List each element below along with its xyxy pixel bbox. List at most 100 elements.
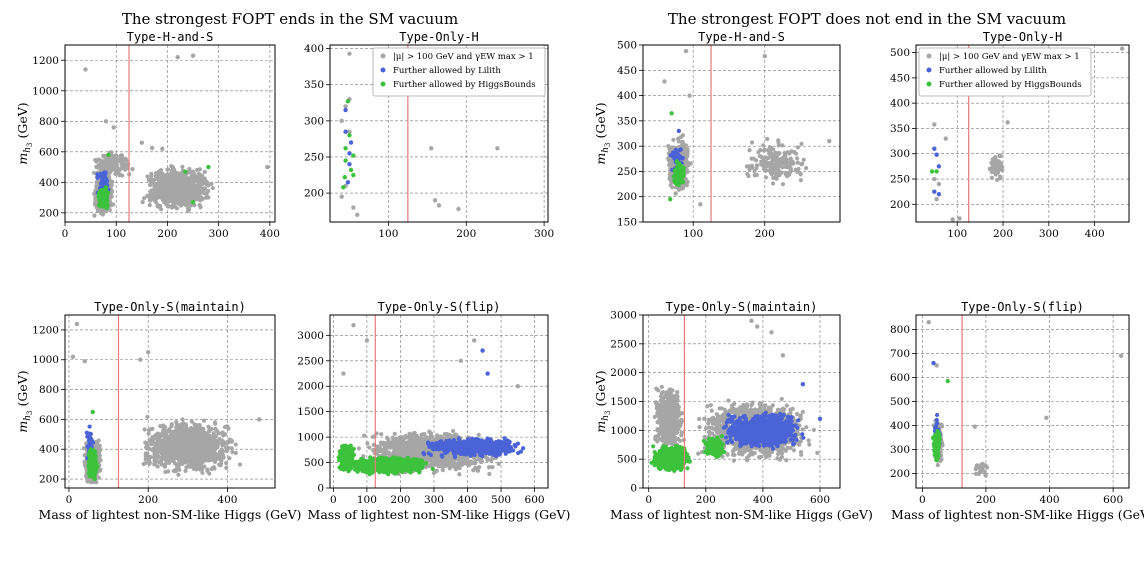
scatter-point-all <box>213 427 217 431</box>
scatter-point-all <box>419 433 423 437</box>
scatter-point-all <box>212 449 216 453</box>
scatter-point-all <box>206 455 210 459</box>
y-tick-label: 600 <box>39 414 59 426</box>
scatter-point-all <box>490 465 494 469</box>
scatter-point-all <box>115 166 119 170</box>
scatter-point-all <box>196 197 200 201</box>
scatter-point-all <box>485 458 489 462</box>
scatter-point-all <box>429 146 433 150</box>
x-tick-label: 200 <box>456 228 476 240</box>
x-axis-label: Mass of lightest non-SM-like Higgs (GeV) <box>39 507 302 522</box>
scatter-point-hb <box>89 464 93 468</box>
scatter-point-all <box>194 441 198 445</box>
scatter-point-all <box>166 167 170 171</box>
scatter-point-all <box>109 165 113 169</box>
scatter-point-all <box>182 180 186 184</box>
scatter-point-all <box>215 445 219 449</box>
scatter-point-all <box>207 429 211 433</box>
scatter-point-lilith <box>343 129 347 133</box>
scatter-point-all <box>198 203 202 207</box>
scatter-points <box>337 323 526 476</box>
scatter-point-all <box>170 422 174 426</box>
scatter-point-hb <box>89 469 93 473</box>
y-tick-label: 200 <box>39 474 59 486</box>
scatter-point-all <box>147 431 151 435</box>
scatter-point-all <box>182 173 186 177</box>
scatter-point-all <box>206 189 210 193</box>
scatter-point-all <box>207 435 211 439</box>
scatter-point-all <box>172 440 176 444</box>
scatter-point-all <box>234 442 238 446</box>
scatter-point-all <box>180 165 184 169</box>
chart-panel: 0 100 200 300 40020040060080010001200Type-H-… <box>15 30 280 240</box>
scatter-point-all <box>203 438 207 442</box>
scatter-point-all <box>83 67 87 71</box>
scatter-point-all <box>234 451 238 455</box>
scatter-point-lilith <box>102 178 106 182</box>
scatter-point-hb <box>341 185 345 189</box>
scatter-point-all <box>449 434 453 438</box>
scatter-point-all <box>203 433 207 437</box>
scatter-point-all <box>357 446 361 450</box>
scatter-point-all <box>221 453 225 457</box>
scatter-point-all <box>208 450 212 454</box>
scatter-point-all <box>104 119 108 123</box>
scatter-point-all <box>393 432 397 436</box>
chart-panel: 100 200 300200250300350400Type-Only-H|μ| >… <box>304 30 554 240</box>
scatter-point-all <box>187 429 191 433</box>
scatter-point-hb <box>106 153 110 157</box>
scatter-point-all <box>428 436 432 440</box>
x-tick-label: 300 <box>534 228 554 240</box>
scatter-point-all <box>190 420 194 424</box>
scatter-point-all <box>365 441 369 445</box>
scatter-point-all <box>150 196 154 200</box>
scatter-point-all <box>230 439 234 443</box>
scatter-point-all <box>227 456 231 460</box>
scatter-point-all <box>181 451 185 455</box>
scatter-point-all <box>199 186 203 190</box>
scatter-point-all <box>238 462 242 466</box>
scatter-point-all <box>497 462 501 466</box>
scatter-point-all <box>466 462 470 466</box>
scatter-point-all <box>211 458 215 462</box>
scatter-point-hb <box>105 206 109 210</box>
scatter-point-all <box>385 436 389 440</box>
scatter-point-hb <box>102 199 106 203</box>
scatter-point-all <box>148 439 152 443</box>
chart-panel: 0 200 40020040060080010001200Type-Only-S(m… <box>15 300 301 522</box>
scatter-point-all <box>202 419 206 423</box>
y-tick-label: 800 <box>39 384 59 396</box>
scatter-point-all <box>130 167 134 171</box>
scatter-point-all <box>221 433 225 437</box>
y-tick-label: 1200 <box>32 324 59 336</box>
scatter-point-all <box>211 186 215 190</box>
scatter-point-all <box>186 434 190 438</box>
panel-title: Type-Only-S(maintain) <box>94 300 246 314</box>
x-tick-label: 400 <box>217 494 237 506</box>
scatter-point-all <box>191 169 195 173</box>
panel-title: Type-H-and-S <box>127 30 214 44</box>
scatter-point-all <box>153 183 157 187</box>
scatter-point-all <box>156 194 160 198</box>
scatter-point-all <box>118 172 122 176</box>
legend-label: |μ| > 100 GeV and γEW max > 1 <box>393 52 534 62</box>
scatter-point-all <box>217 437 221 441</box>
scatter-point-all <box>85 478 89 482</box>
scatter-point-all <box>141 200 145 204</box>
chart-panel: 0 100 200 300 400 500 600050010001500200025003… <box>297 300 570 522</box>
scatter-point-all <box>173 469 177 473</box>
y-tick-label: 1000 <box>32 354 59 366</box>
legend-label: Further allowed by HiggsBounds <box>393 80 536 90</box>
y-tick-label: 1000 <box>32 85 59 97</box>
scatter-point-all <box>182 199 186 203</box>
scatter-point-all <box>216 431 220 435</box>
scatter-point-lilith <box>88 424 92 428</box>
y-tick-label: 200 <box>39 207 59 219</box>
scatter-point-lilith <box>347 151 351 155</box>
scatter-point-all <box>138 358 142 362</box>
scatter-point-all <box>203 170 207 174</box>
scatter-point-all <box>155 438 159 442</box>
scatter-point-all <box>197 180 201 184</box>
scatter-point-all <box>224 445 228 449</box>
scatter-point-all <box>456 207 460 211</box>
